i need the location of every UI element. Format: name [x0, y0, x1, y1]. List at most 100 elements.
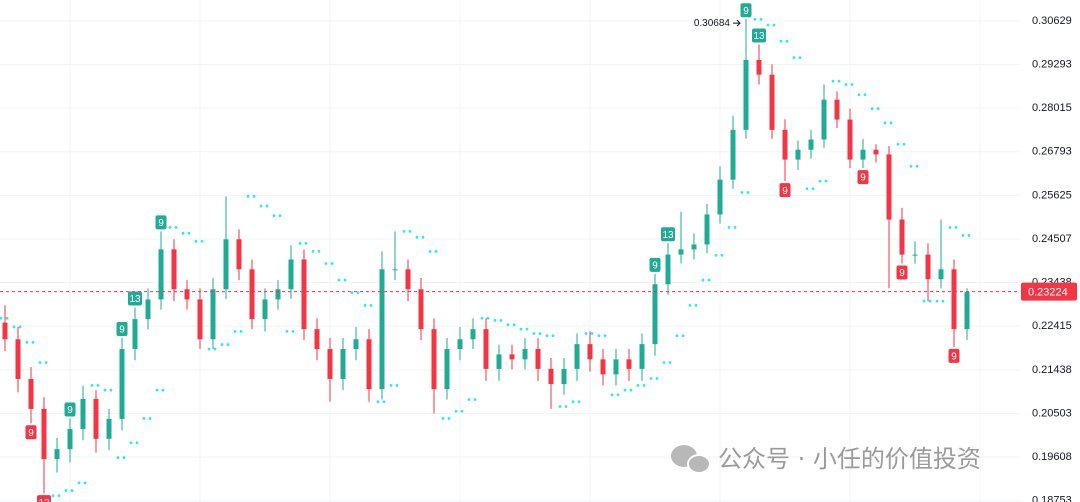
- sar-dot: [954, 225, 958, 229]
- candle-body: [119, 349, 125, 419]
- sar-dot: [662, 361, 666, 364]
- watermark: 公众号 · 小任的价值投资: [718, 445, 981, 473]
- td-label: 9: [860, 173, 866, 184]
- candle-body: [314, 329, 320, 350]
- sar-dot: [369, 303, 373, 307]
- sar-dot: [623, 388, 627, 392]
- sar-dot: [12, 325, 16, 329]
- sar-dot: [948, 225, 952, 229]
- candle-body: [899, 219, 905, 255]
- candle-body: [405, 269, 411, 290]
- candle-body: [392, 269, 398, 271]
- candle-body: [756, 59, 762, 75]
- sar-dot: [642, 384, 646, 387]
- sar-dot: [272, 214, 276, 218]
- sar-dot: [265, 204, 269, 208]
- sar-dot: [376, 400, 380, 404]
- sar-dot: [174, 225, 178, 229]
- sar-dot: [467, 398, 471, 401]
- y-tick-label: 0.20503: [1032, 407, 1072, 419]
- candle-body: [964, 291, 970, 330]
- sar-dot: [38, 361, 42, 364]
- last-price-label: 0.23224: [1028, 287, 1068, 299]
- candle-body: [743, 59, 749, 130]
- candle-body: [457, 339, 463, 350]
- sar-dot: [116, 456, 120, 459]
- sar-dot: [64, 489, 68, 492]
- sar-dot: [733, 225, 737, 229]
- candle-body: [704, 214, 710, 245]
- sar-dot: [460, 409, 464, 413]
- sar-dot: [356, 291, 360, 295]
- sar-dot: [863, 93, 867, 97]
- sar-dot: [285, 329, 289, 333]
- sar-dot: [330, 262, 334, 265]
- candle-body: [184, 289, 190, 300]
- sar-dot: [551, 334, 555, 338]
- candle-body: [93, 398, 99, 439]
- candle-body: [548, 368, 554, 385]
- td-badge: [25, 425, 37, 440]
- y-tick-label: 0.24507: [1032, 233, 1072, 245]
- sar-dot: [103, 388, 107, 392]
- candle-body: [860, 149, 866, 160]
- sar-dot: [382, 400, 386, 404]
- sar-dot: [44, 361, 48, 364]
- sar-dot: [480, 316, 484, 320]
- sar-dot: [915, 164, 919, 168]
- sar-dot: [707, 278, 711, 282]
- sar-dot: [805, 187, 809, 191]
- sar-dot: [564, 405, 568, 408]
- candle-body: [834, 99, 840, 120]
- sar-dot: [122, 456, 126, 459]
- sar-dot: [876, 107, 880, 111]
- candle-body: [808, 139, 814, 150]
- td-badge: [64, 402, 76, 417]
- candle-body: [171, 249, 177, 290]
- candle-body: [678, 249, 684, 255]
- sar-dot: [922, 299, 926, 303]
- td-label: 13: [38, 498, 50, 502]
- candle-body: [67, 429, 73, 450]
- td-label: 9: [652, 260, 658, 271]
- candle-body: [613, 359, 619, 375]
- candle-body: [15, 339, 21, 379]
- sar-dot: [96, 384, 100, 387]
- candle-body: [795, 149, 801, 160]
- candle-body: [873, 149, 879, 155]
- sar-dot: [701, 278, 705, 282]
- sar-dot: [961, 233, 965, 237]
- td-badge: [948, 348, 960, 363]
- td-badge: [779, 183, 791, 198]
- candle-body: [431, 329, 437, 390]
- sar-dot: [636, 384, 640, 387]
- sar-dot: [883, 121, 887, 125]
- sar-dot: [194, 239, 198, 243]
- y-tick-label: 0.21438: [1032, 364, 1072, 376]
- td-badge: [37, 495, 51, 502]
- sar-dot: [441, 417, 445, 420]
- sar-dot: [941, 299, 945, 303]
- candle-body: [379, 269, 385, 390]
- candle-body: [886, 154, 892, 220]
- candle-body: [782, 129, 788, 160]
- td-badge: [752, 28, 766, 43]
- high-arrow: [733, 19, 741, 27]
- sar-dot: [447, 417, 451, 420]
- sar-dot: [142, 417, 146, 420]
- sar-dot: [610, 393, 614, 397]
- candle-body: [483, 329, 489, 369]
- sar-dot: [213, 347, 217, 351]
- sar-dot: [584, 332, 588, 335]
- sar-dot: [766, 23, 770, 27]
- sar-dot: [317, 249, 321, 253]
- td-badge: [740, 3, 752, 18]
- sar-dot: [675, 334, 679, 338]
- sar-dot: [473, 398, 477, 401]
- sar-dot: [187, 231, 191, 235]
- sar-dot: [870, 107, 874, 111]
- sar-dot: [538, 332, 542, 335]
- sar-dot: [155, 388, 159, 392]
- sar-dot: [759, 17, 763, 21]
